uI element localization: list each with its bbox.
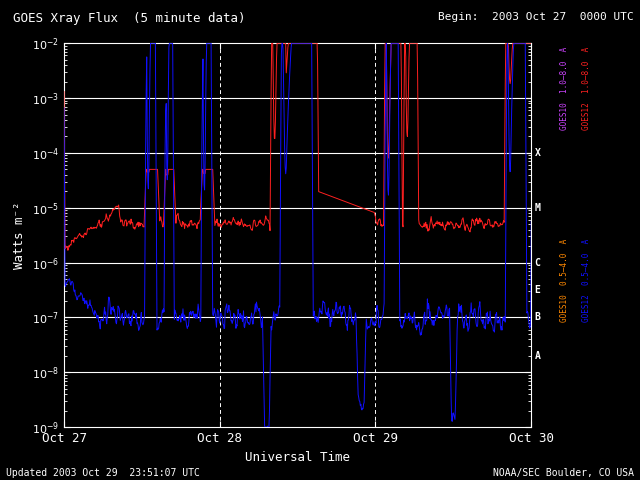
Text: X: X [534, 148, 540, 158]
Text: GOES10  1.0–8.0  A: GOES10 1.0–8.0 A [560, 47, 569, 130]
Text: A: A [534, 351, 540, 361]
Text: NOAA/SEC Boulder, CO USA: NOAA/SEC Boulder, CO USA [493, 468, 634, 478]
Text: Updated 2003 Oct 29  23:51:07 UTC: Updated 2003 Oct 29 23:51:07 UTC [6, 468, 200, 478]
Y-axis label: Watts m⁻²: Watts m⁻² [13, 202, 26, 269]
Text: Begin:  2003 Oct 27  0000 UTC: Begin: 2003 Oct 27 0000 UTC [438, 12, 634, 22]
Text: GOES12  1.0–8.0  A: GOES12 1.0–8.0 A [582, 47, 591, 130]
Text: M: M [534, 203, 540, 213]
Text: GOES12  0.5–4.0  A: GOES12 0.5–4.0 A [582, 239, 591, 322]
Text: GOES10  0.5–4.0  A: GOES10 0.5–4.0 A [560, 239, 569, 322]
Text: E: E [534, 285, 540, 295]
Text: C: C [534, 258, 540, 268]
Text: GOES Xray Flux  (5 minute data): GOES Xray Flux (5 minute data) [13, 12, 245, 25]
Text: B: B [534, 312, 540, 323]
X-axis label: Universal Time: Universal Time [245, 451, 350, 464]
